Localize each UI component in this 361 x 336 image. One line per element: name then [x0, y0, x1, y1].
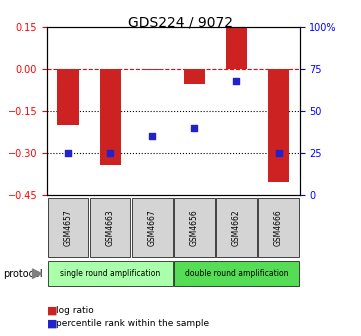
Text: single round amplification: single round amplification [60, 269, 160, 278]
Text: GSM4657: GSM4657 [64, 209, 73, 246]
Bar [90, 198, 130, 257]
Point [276, 150, 282, 156]
Text: ■: ■ [47, 318, 57, 328]
Bar [48, 198, 88, 257]
Text: GSM4667: GSM4667 [148, 209, 157, 246]
Bar [142, 69, 163, 70]
Point [149, 133, 155, 139]
Text: GDS224 / 9072: GDS224 / 9072 [128, 15, 233, 29]
Point [107, 150, 113, 156]
Text: GSM4656: GSM4656 [190, 209, 199, 246]
Bar [184, 69, 205, 84]
Bar [216, 198, 257, 257]
Text: ■: ■ [47, 306, 57, 316]
Text: percentile rank within the sample: percentile rank within the sample [56, 319, 209, 328]
Bar [132, 198, 173, 257]
FancyArrow shape [32, 269, 42, 278]
Bar [258, 198, 299, 257]
Text: double round amplification: double round amplification [185, 269, 288, 278]
Bar [100, 69, 121, 166]
Text: log ratio: log ratio [56, 306, 94, 315]
Bar [226, 28, 247, 69]
Point [234, 78, 239, 83]
Point [65, 150, 71, 156]
Text: GSM4662: GSM4662 [232, 209, 241, 246]
Text: GSM4666: GSM4666 [274, 209, 283, 246]
Bar [48, 261, 173, 286]
Bar [57, 69, 78, 125]
Bar [174, 261, 299, 286]
Bar [174, 198, 215, 257]
Text: GSM4663: GSM4663 [106, 209, 114, 246]
Bar [268, 69, 289, 182]
Text: protocol: protocol [4, 269, 43, 279]
Point [191, 125, 197, 130]
